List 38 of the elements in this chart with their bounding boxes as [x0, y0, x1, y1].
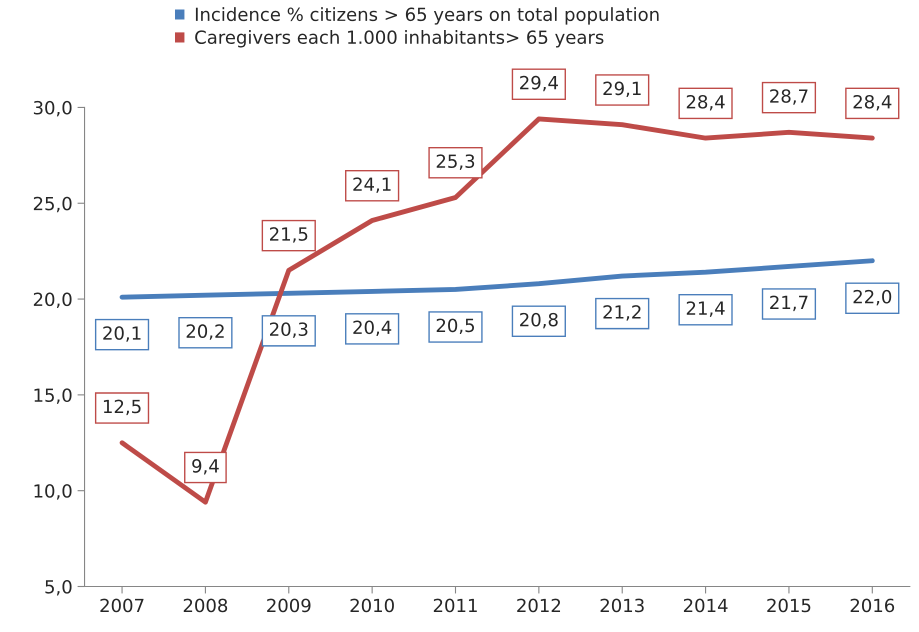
data-label: 28,7 [770, 89, 808, 105]
y-tick-label: 15,0 [34, 388, 72, 404]
data-label: 21,2 [603, 305, 641, 321]
data-label: 29,1 [603, 82, 641, 98]
x-tick-label: 2014 [684, 598, 728, 612]
x-tick-label: 2012 [517, 598, 560, 612]
data-label: 28,4 [686, 94, 725, 110]
data-label: 25,3 [436, 154, 474, 170]
data-label: 22,0 [854, 290, 892, 306]
data-label: 9,4 [192, 459, 219, 475]
data-label: 21,5 [270, 227, 308, 243]
data-label: 24,1 [353, 177, 391, 193]
y-tick-label: 10,0 [34, 484, 72, 500]
legend-label: Caregivers each 1.000 inhabitants> 65 years [195, 30, 604, 48]
x-tick-label: 2013 [600, 598, 644, 612]
data-label: 20,1 [103, 326, 140, 342]
y-tick-label: 30,0 [34, 100, 72, 116]
x-tick-label: 2009 [267, 598, 310, 612]
data-label: 12,5 [104, 400, 141, 416]
legend-label: Incidence % citizens > 65 years on total population [196, 7, 659, 25]
x-tick-label: 2010 [350, 598, 394, 612]
y-tick-label: 5,0 [45, 580, 72, 596]
data-label: 21,7 [770, 296, 808, 312]
data-label: 20,5 [436, 318, 474, 334]
data-label: 29,4 [520, 76, 558, 92]
data-label: 20,3 [270, 322, 308, 338]
x-tick-label: 2015 [767, 598, 810, 612]
x-tick-label: 2008 [184, 598, 228, 612]
data-label: 28,4 [854, 94, 892, 110]
x-tick-label: 2016 [850, 598, 894, 612]
x-tick-label: 2011 [434, 598, 477, 612]
data-label: 20,8 [520, 312, 558, 328]
data-label: 20,4 [353, 320, 392, 336]
data-label: 20,2 [186, 324, 224, 340]
y-tick-label: 20,0 [34, 292, 72, 308]
y-tick-label: 25,0 [34, 196, 72, 212]
data-label: 21,4 [686, 301, 725, 317]
x-tick-label: 2007 [100, 598, 144, 612]
